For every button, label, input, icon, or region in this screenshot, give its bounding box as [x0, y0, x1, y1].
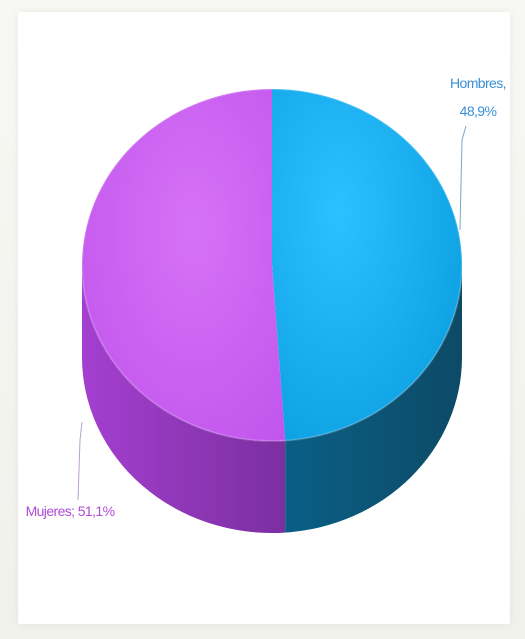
leader-line-hombres	[459, 125, 467, 231]
pie-slice-mujeres	[82, 89, 286, 441]
leader-line-mujeres	[77, 421, 83, 501]
pie-side-mujeres	[82, 265, 286, 533]
pie-side-hombres	[285, 265, 463, 533]
pie-rim	[81, 88, 463, 442]
data-label-hombres-value: 48,9%	[460, 103, 497, 119]
data-label-mujeres: Mujeres; 51,1%	[26, 503, 115, 519]
leader-lines	[77, 125, 467, 501]
data-label-hombres-name: Hombres,	[450, 75, 506, 91]
pie-sides	[82, 265, 463, 533]
pie-slice-hombres	[272, 89, 463, 441]
pie-tops	[81, 88, 463, 442]
